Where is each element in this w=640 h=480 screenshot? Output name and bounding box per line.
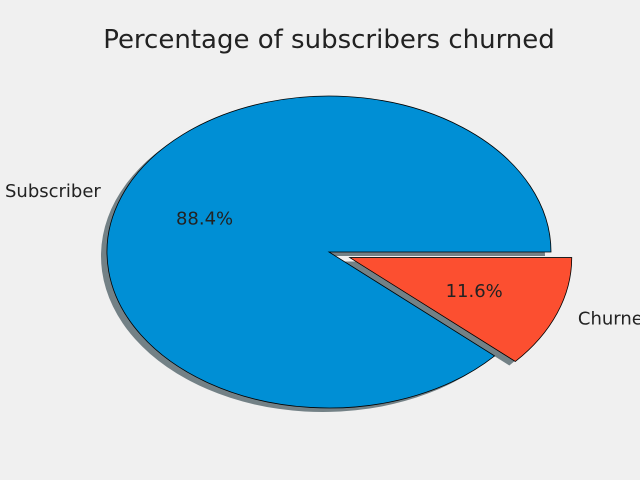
pie-slice-layer — [106, 95, 573, 409]
pie-label-layer: Subscriber 88.4% Churned 11.6% — [5, 181, 640, 330]
chart-title: Percentage of subscribers churned — [103, 25, 555, 55]
pie-slice-subscriber — [106, 95, 552, 409]
pie-slice-churned — [348, 257, 573, 362]
pie-label-subscriber: Subscriber — [5, 181, 101, 202]
pie-label-churned: Churned — [578, 309, 640, 330]
pie-pct-label-subscriber: 88.4% — [176, 209, 233, 230]
pie-pct-label-churned: 11.6% — [446, 281, 503, 302]
